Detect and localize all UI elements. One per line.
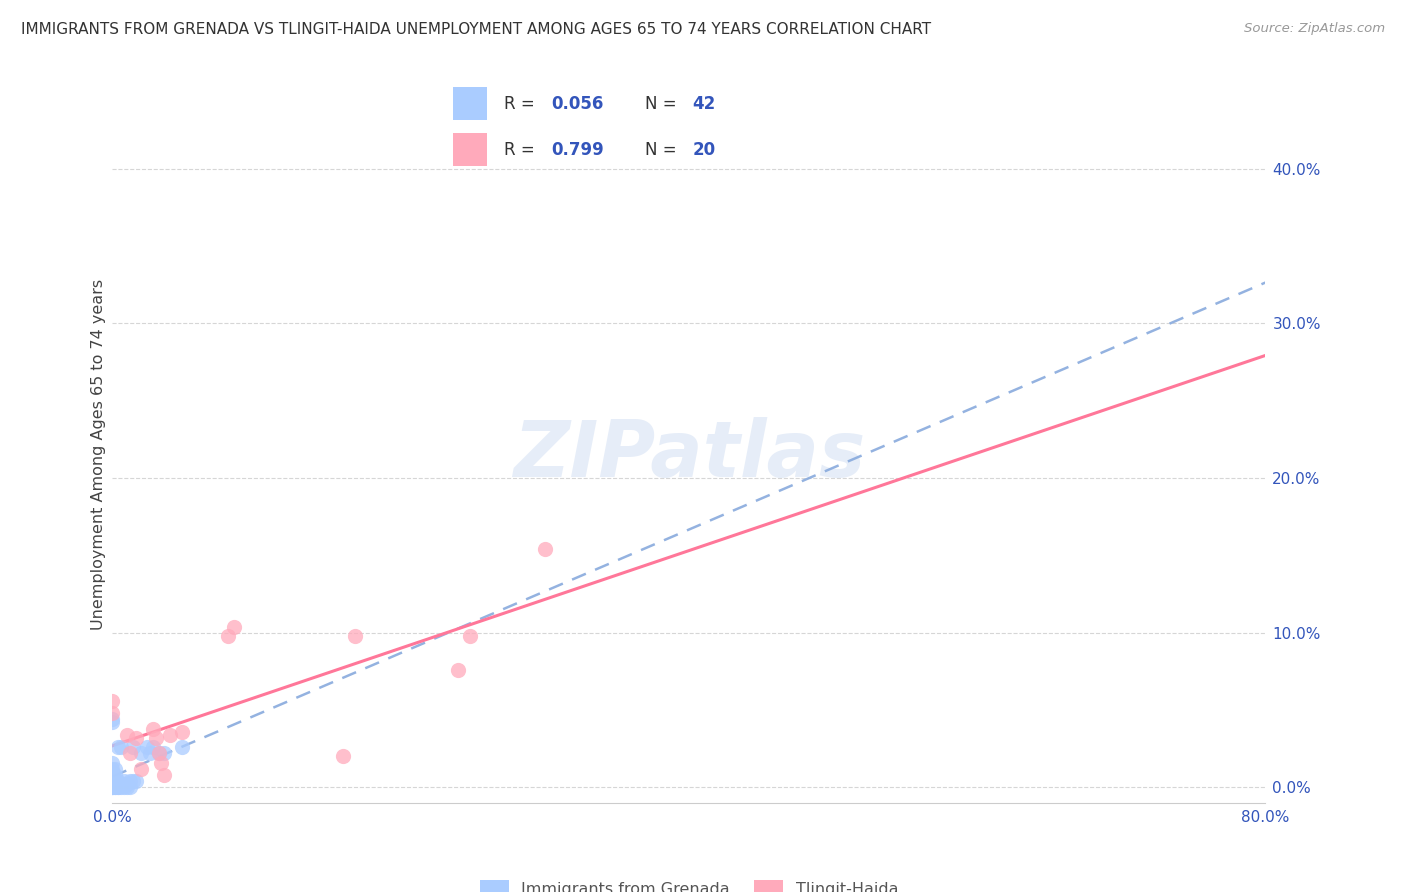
Point (101, 715, 124, 730)
Point (101, 780, 124, 795)
Point (101, 756, 124, 770)
Y-axis label: Unemployment Among Ages 65 to 74 years: Unemployment Among Ages 65 to 74 years (91, 279, 105, 631)
Point (104, 774, 127, 789)
Point (153, 747, 176, 761)
Text: 20: 20 (693, 141, 716, 159)
Point (107, 774, 129, 789)
Point (101, 764, 124, 779)
Point (343, 629, 366, 643)
Point (110, 777, 132, 791)
Text: N =: N = (645, 95, 682, 112)
Text: R =: R = (503, 141, 540, 159)
Point (104, 762, 127, 776)
Point (148, 747, 170, 761)
Point (107, 780, 129, 795)
Point (170, 740, 193, 755)
Point (447, 663, 470, 677)
Point (118, 747, 141, 761)
Text: 0.799: 0.799 (551, 141, 603, 159)
Point (129, 762, 153, 776)
Text: N =: N = (645, 141, 682, 159)
Point (115, 728, 138, 742)
Point (101, 706, 124, 720)
Point (153, 768, 176, 782)
Point (110, 740, 132, 755)
Point (148, 747, 170, 761)
Point (139, 747, 162, 761)
Point (112, 774, 135, 789)
Point (115, 777, 138, 791)
Point (159, 728, 181, 742)
Point (145, 731, 167, 745)
Point (101, 762, 124, 776)
Point (222, 619, 245, 633)
Point (170, 724, 193, 739)
Point (107, 777, 129, 791)
Text: Source: ZipAtlas.com: Source: ZipAtlas.com (1244, 22, 1385, 36)
Point (101, 771, 124, 785)
Text: 0.056: 0.056 (551, 95, 603, 112)
Point (217, 629, 239, 643)
Point (112, 777, 135, 791)
Point (101, 712, 124, 726)
FancyBboxPatch shape (453, 87, 486, 120)
Point (107, 740, 129, 755)
Point (150, 756, 173, 770)
Point (118, 774, 141, 789)
Point (110, 780, 132, 795)
Text: 42: 42 (693, 95, 716, 112)
Point (101, 780, 124, 795)
Text: ZIPatlas: ZIPatlas (513, 417, 865, 493)
Point (112, 780, 135, 795)
Point (101, 780, 124, 795)
Point (118, 780, 141, 795)
Point (104, 780, 127, 795)
FancyBboxPatch shape (453, 133, 486, 166)
Point (136, 740, 159, 755)
Point (107, 780, 129, 795)
Point (115, 780, 138, 795)
Legend: Immigrants from Grenada, Tlingit-Haida: Immigrants from Grenada, Tlingit-Haida (474, 873, 904, 892)
Text: IMMIGRANTS FROM GRENADA VS TLINGIT-HAIDA UNEMPLOYMENT AMONG AGES 65 TO 74 YEARS : IMMIGRANTS FROM GRENADA VS TLINGIT-HAIDA… (21, 22, 931, 37)
Point (533, 542, 555, 557)
Point (101, 768, 124, 782)
Text: R =: R = (503, 95, 540, 112)
Point (121, 740, 143, 755)
Point (142, 740, 165, 755)
Point (129, 747, 153, 761)
Point (101, 694, 124, 708)
Point (104, 780, 127, 795)
Point (124, 774, 146, 789)
Point (104, 768, 127, 782)
Point (121, 774, 143, 789)
Point (104, 777, 127, 791)
Point (142, 722, 165, 736)
Point (458, 629, 481, 643)
Point (124, 731, 146, 745)
Point (332, 749, 354, 764)
